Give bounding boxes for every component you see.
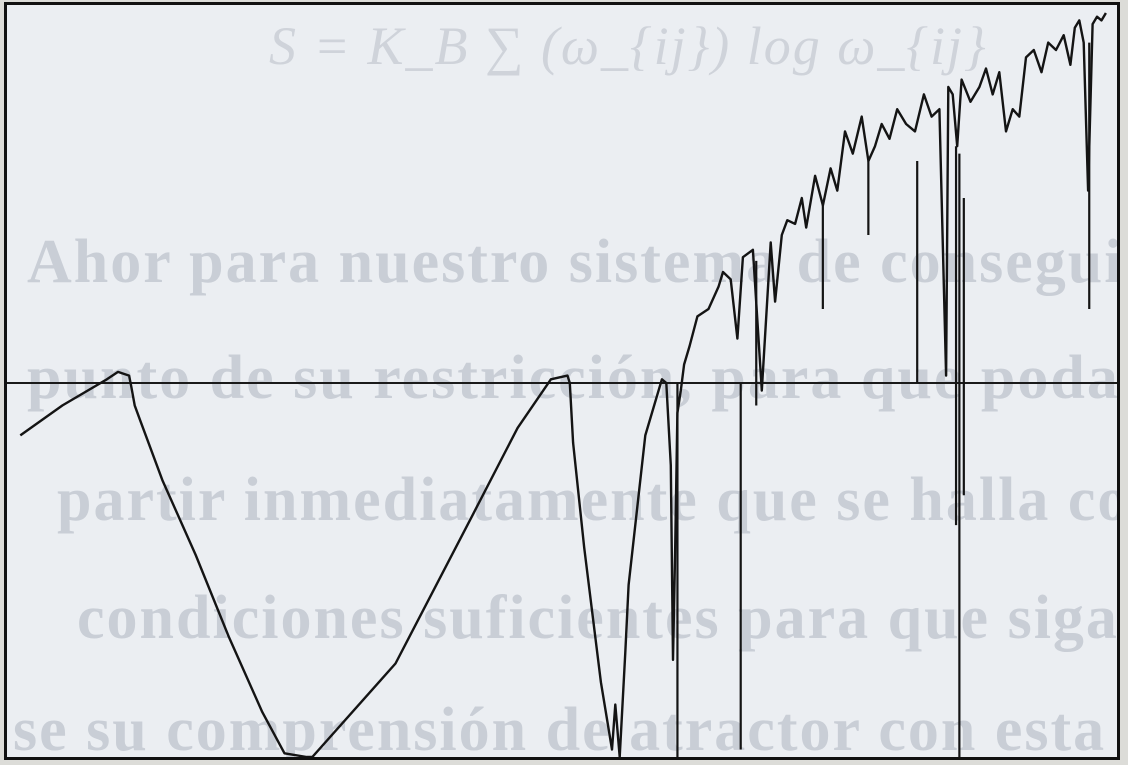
ghost-line-2: punto de su restricción, para que podamo… <box>27 344 1120 412</box>
ghost-line-4: condiciones suficientes para que sigan <box>77 584 1120 652</box>
ghost-equation: S = K_B ∑ (ω_{ij}) log ω_{ij} <box>269 16 988 76</box>
plot-area <box>7 12 1117 757</box>
spike-group <box>676 42 1091 757</box>
ghost-line-1: Ahor para nuestro sistema de conseguir <box>27 228 1120 296</box>
series-line <box>19 12 1107 757</box>
chart-frame: S = K_B ∑ (ω_{ij}) log ω_{ij} Ahor para … <box>4 2 1120 760</box>
ghost-line-5: se su comprensión de atractor con esta f… <box>13 696 1120 760</box>
ghost-line-3: partir inmediatamente que se halla con <box>57 466 1120 534</box>
